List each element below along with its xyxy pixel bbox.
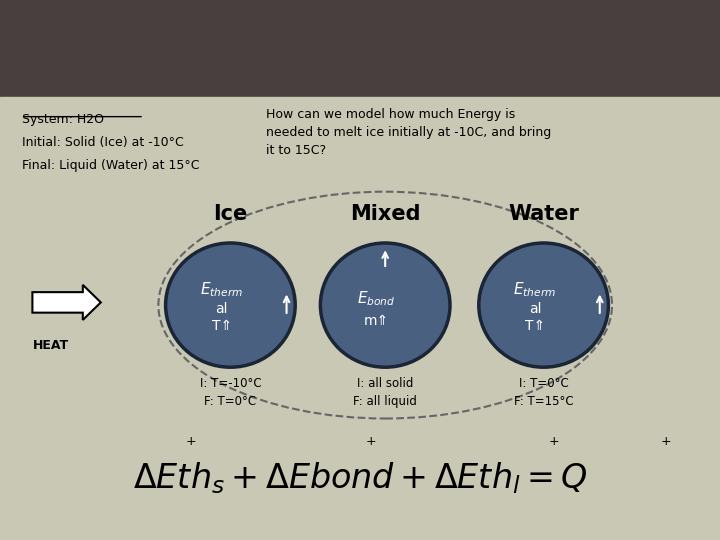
Ellipse shape xyxy=(479,243,608,367)
Text: +: + xyxy=(186,435,196,448)
Text: F: T=0°C: F: T=0°C xyxy=(204,395,256,408)
Text: T⇑: T⇑ xyxy=(525,319,545,333)
FancyArrow shape xyxy=(32,285,101,320)
Text: +: + xyxy=(366,435,376,448)
Text: F: all liquid: F: all liquid xyxy=(354,395,417,408)
Bar xyxy=(0,97,720,540)
Text: Initial: Solid (Ice) at -10°C: Initial: Solid (Ice) at -10°C xyxy=(22,136,184,149)
Text: Ice: Ice xyxy=(213,204,248,224)
Ellipse shape xyxy=(166,243,295,367)
Text: T⇑: T⇑ xyxy=(212,319,232,333)
Text: Water: Water xyxy=(508,204,579,224)
Text: I: T=0°C: I: T=0°C xyxy=(518,377,569,390)
Text: al: al xyxy=(215,302,228,316)
Text: Final: Liquid (Water) at 15°C: Final: Liquid (Water) at 15°C xyxy=(22,159,199,172)
Text: $E_{bond}$: $E_{bond}$ xyxy=(357,289,396,308)
Text: I: all solid: I: all solid xyxy=(357,377,413,390)
Text: $E_{therm}$: $E_{therm}$ xyxy=(200,281,243,299)
Bar xyxy=(0,0,720,97)
Text: $\Delta Eth_s + \Delta Ebond + \Delta Eth_l = Q$: $\Delta Eth_s + \Delta Ebond + \Delta Et… xyxy=(132,460,588,496)
Text: How can we model how much Energy is
needed to melt ice initially at -10C, and br: How can we model how much Energy is need… xyxy=(266,108,552,157)
Text: HEAT: HEAT xyxy=(32,339,68,352)
Ellipse shape xyxy=(320,243,450,367)
Text: m⇑: m⇑ xyxy=(364,314,389,328)
Text: System: H2O: System: H2O xyxy=(22,113,104,126)
Text: Mixed: Mixed xyxy=(350,204,420,224)
Text: +: + xyxy=(549,435,559,448)
Text: $E_{therm}$: $E_{therm}$ xyxy=(513,281,557,299)
Text: I: T=-10°C: I: T=-10°C xyxy=(199,377,261,390)
Text: +: + xyxy=(661,435,671,448)
Text: F: T=15°C: F: T=15°C xyxy=(514,395,573,408)
Text: al: al xyxy=(528,302,541,316)
